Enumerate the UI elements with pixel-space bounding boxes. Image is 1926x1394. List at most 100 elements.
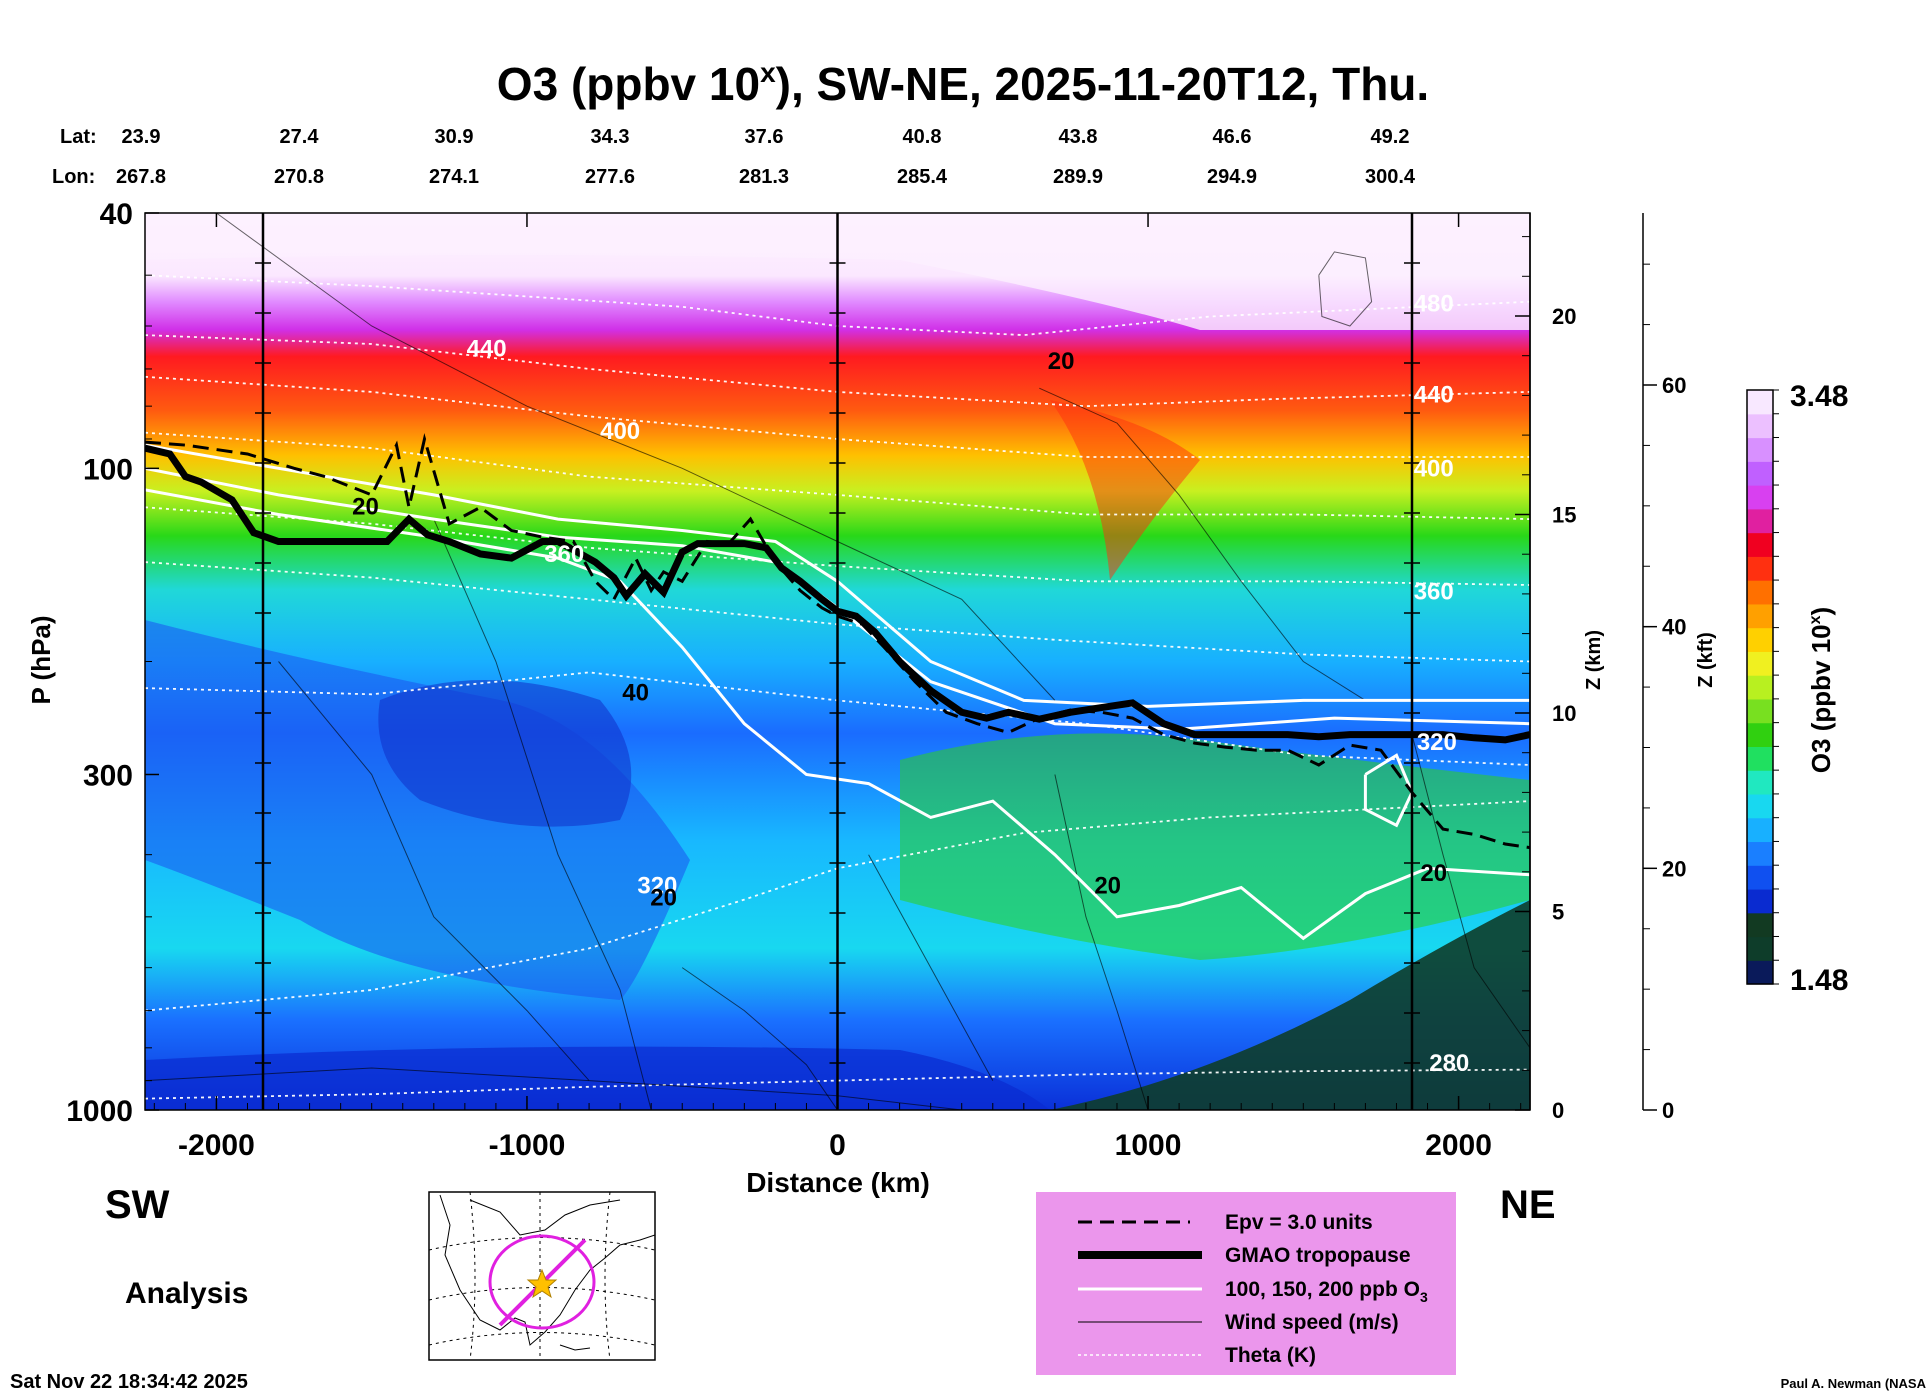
z-kft-tick-label: 0 xyxy=(1662,1098,1674,1123)
footer-timestamp: Sat Nov 22 18:34:42 2025 xyxy=(10,1371,248,1393)
lat-value: 43.8 xyxy=(1059,126,1098,148)
legend: Epv = 3.0 units GMAO tropopause 100, 150… xyxy=(1036,1192,1456,1375)
colorbar-swatch xyxy=(1747,556,1773,581)
lat-value: 27.4 xyxy=(280,126,320,148)
lat-label: Lat: xyxy=(60,126,97,148)
y-axis-label: P (hPa) xyxy=(26,615,56,704)
colorbar-max: 3.48 xyxy=(1790,380,1848,413)
y-tick-label: 40 xyxy=(100,198,133,231)
lon-value: 274.1 xyxy=(429,166,479,188)
colorbar-swatch xyxy=(1747,627,1773,652)
lon-value: 281.3 xyxy=(739,166,789,188)
wind-label: 40 xyxy=(622,679,649,706)
wind-contour xyxy=(145,1067,962,1110)
colorbar-swatch xyxy=(1747,793,1773,819)
colorbar-swatch xyxy=(1747,817,1773,843)
z-km-tick-label: 15 xyxy=(1552,503,1576,528)
theta-label: 320 xyxy=(637,873,677,900)
sw-label: SW xyxy=(105,1183,170,1227)
z-km-label: Z (km) xyxy=(1583,630,1605,690)
colorbar-swatch xyxy=(1747,508,1773,534)
wind-contour xyxy=(1039,387,1366,701)
lon-value: 289.9 xyxy=(1053,166,1103,188)
theta-label: 400 xyxy=(600,418,640,445)
red-tongue xyxy=(1050,400,1200,580)
north-america-map-icon xyxy=(428,1191,656,1361)
lat-value: 40.8 xyxy=(903,126,942,148)
x-tick-label: 0 xyxy=(829,1129,846,1162)
lat-value: 46.6 xyxy=(1213,126,1252,148)
z-kft-tick-label: 60 xyxy=(1662,373,1686,398)
plot-area: 4404003603202804804404003603202040202020… xyxy=(145,213,1530,1110)
theta-contour xyxy=(145,1068,1530,1100)
wind-contour xyxy=(278,661,590,1081)
lat-value: 49.2 xyxy=(1371,126,1410,148)
lon-value: 267.8 xyxy=(116,166,166,188)
lon-label: Lon: xyxy=(52,166,95,188)
colorbar-frame xyxy=(1746,389,1774,985)
colorbar-swatch xyxy=(1747,698,1773,724)
theta-label: 440 xyxy=(467,336,507,363)
y-tick-label: 100 xyxy=(83,453,133,486)
lon-value: 300.4 xyxy=(1365,166,1416,188)
y-tick-label: 300 xyxy=(83,759,133,792)
wind-label: 20 xyxy=(1048,348,1075,375)
low-level-dark-region xyxy=(1050,900,1530,1110)
green-region xyxy=(900,733,1530,960)
wind-contour xyxy=(1054,774,1149,1110)
colorbar-swatch xyxy=(1747,746,1773,771)
lon-value: 285.4 xyxy=(897,166,948,188)
center-star-icon xyxy=(526,1268,558,1299)
colorbar-swatch xyxy=(1747,580,1773,605)
wind-contour xyxy=(1411,734,1530,1049)
theta-label: 360 xyxy=(1414,578,1454,605)
x-tick-label: -2000 xyxy=(178,1129,255,1162)
z-kft-axis: 0 20 40 60 xyxy=(1642,213,1686,1123)
x-tick-label: 2000 xyxy=(1425,1129,1492,1162)
epv-line xyxy=(145,433,1530,850)
z-kft-tick-label: 40 xyxy=(1662,615,1686,640)
legend-item-wind: Wind speed (m/s) xyxy=(1225,1311,1399,1334)
x-tick-label: -1000 xyxy=(489,1129,566,1162)
colorbar-swatch xyxy=(1747,722,1773,747)
colorbar-swatch xyxy=(1747,675,1773,700)
theta-label: 440 xyxy=(1414,382,1454,409)
y-tick-label: 1000 xyxy=(66,1095,133,1128)
o3-contour xyxy=(145,443,1530,708)
colorbar-swatch xyxy=(1747,960,1773,985)
colorbar-swatch xyxy=(1747,390,1773,415)
z-km-tick-label: 20 xyxy=(1552,304,1576,329)
wind-contour xyxy=(1318,251,1373,327)
y-axis: 40 100 300 1000 xyxy=(66,198,159,1128)
theta-label: 280 xyxy=(1429,1050,1469,1077)
z-km-axis: 0 5 10 15 20 xyxy=(1515,213,1576,1123)
chart-title: O3 (ppbv 10x), SW-NE, 2025-11-20T12, Thu… xyxy=(497,57,1429,110)
colorbar-swatch xyxy=(1747,770,1773,795)
theta-label: 320 xyxy=(1417,729,1457,756)
colorbar-label: O3 (ppbv 10x) xyxy=(1806,607,1836,773)
o3-contour xyxy=(145,488,1530,941)
theta-contour xyxy=(145,800,1530,1012)
lat-value: 23.9 xyxy=(122,126,161,148)
lat-value: 30.9 xyxy=(435,126,474,148)
x-tick-label: 1000 xyxy=(1115,1129,1182,1162)
ne-label: NE xyxy=(1500,1183,1556,1227)
z-km-tick-label: 10 xyxy=(1552,701,1576,726)
low-ozone-region xyxy=(145,620,690,1000)
footer-credit: Paul A. Newman (NASA xyxy=(1781,1376,1926,1391)
colorbar-min: 1.48 xyxy=(1790,964,1848,997)
upper-pale-region xyxy=(145,213,1530,330)
boundary-layer-blue xyxy=(145,1046,1050,1110)
colorbar-swatch xyxy=(1747,437,1773,462)
colorbar-swatch xyxy=(1747,651,1773,676)
colorbar-swatch xyxy=(1747,865,1773,890)
z-km-tick-label: 5 xyxy=(1552,900,1564,925)
coord-rows: Lat: Lon: 23.9 27.4 30.9 34.3 37.6 40.8 43.8 46… xyxy=(52,126,1416,188)
theta-label: 480 xyxy=(1414,291,1454,318)
wind-label: 20 xyxy=(352,493,379,520)
theta-label: 360 xyxy=(544,541,584,568)
colorbar-swatch xyxy=(1747,485,1773,510)
lon-value: 277.6 xyxy=(585,166,635,188)
wind-contour xyxy=(868,854,994,1081)
